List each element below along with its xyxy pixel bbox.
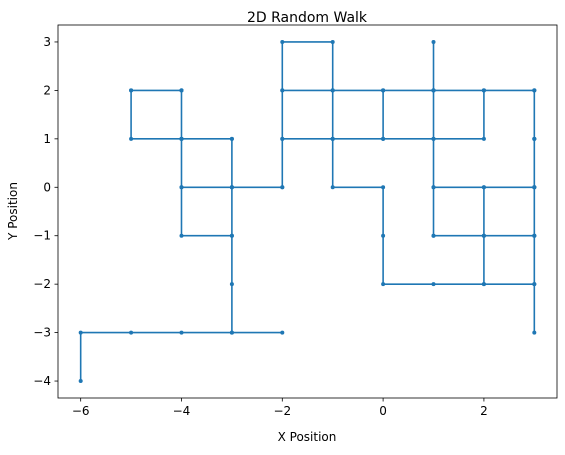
y-axis-ticks: −4 −3 −2 −1 0 1 2 3 (33, 35, 58, 388)
y-tick-label: 1 (43, 132, 51, 146)
walk-point (431, 39, 436, 44)
walk-point (532, 136, 537, 141)
y-tick-label: −2 (33, 277, 51, 291)
walk-point (330, 39, 335, 44)
walk-point (381, 282, 386, 287)
walk-point (229, 233, 234, 238)
walk-point (179, 136, 184, 141)
plot-frame (57, 24, 558, 399)
walk-point (481, 282, 486, 287)
walk-point (78, 330, 83, 335)
plot-area (58, 25, 557, 398)
y-tick-label: −3 (33, 326, 51, 340)
walk-point (532, 185, 537, 190)
walk-point (229, 282, 234, 287)
walk-point (532, 282, 537, 287)
x-tick-label: −6 (72, 404, 90, 418)
walk-point (229, 136, 234, 141)
walk-point (229, 185, 234, 190)
walk-point (280, 88, 285, 93)
walk-point (381, 233, 386, 238)
walk-point (532, 330, 537, 335)
walk-point (381, 136, 386, 141)
walk-point (532, 88, 537, 93)
y-axis-label: Y Position (6, 182, 20, 241)
walk-point (229, 330, 234, 335)
series-layer (78, 39, 537, 384)
y-tick-label: −1 (33, 229, 51, 243)
walk-point (330, 185, 335, 190)
walk-point (129, 136, 134, 141)
y-tick-label: 3 (43, 35, 51, 49)
x-axis-label: X Position (278, 430, 337, 444)
x-tick-label: 0 (379, 404, 387, 418)
walk-point (481, 185, 486, 190)
walk-point (431, 136, 436, 141)
walk-point (280, 330, 285, 335)
walk-point (280, 185, 285, 190)
walk-point (381, 185, 386, 190)
walk-point (179, 330, 184, 335)
x-tick-label: −2 (273, 404, 291, 418)
walk-point (179, 233, 184, 238)
walk-point (381, 88, 386, 93)
walk-point (431, 185, 436, 190)
walk-point (330, 88, 335, 93)
walk-point (481, 136, 486, 141)
walk-point (330, 136, 335, 141)
walk-point (481, 88, 486, 93)
walk-point (431, 233, 436, 238)
walk-point (431, 88, 436, 93)
x-tick-label: 2 (480, 404, 488, 418)
x-tick-label: −4 (173, 404, 191, 418)
walk-point (280, 136, 285, 141)
chart-title: 2D Random Walk (247, 10, 368, 26)
walk-point (129, 330, 134, 335)
walk-point (129, 88, 134, 93)
walk-point (481, 233, 486, 238)
walk-point (280, 39, 285, 44)
x-axis-ticks: −6 −4 −2 0 2 (72, 398, 488, 418)
y-tick-label: 2 (43, 83, 51, 97)
walk-point (179, 185, 184, 190)
walk-point (78, 379, 83, 384)
y-tick-label: −4 (33, 374, 51, 388)
walk-point (532, 233, 537, 238)
y-tick-label: 0 (43, 180, 51, 194)
walk-point (431, 282, 436, 287)
walk-point (179, 88, 184, 93)
